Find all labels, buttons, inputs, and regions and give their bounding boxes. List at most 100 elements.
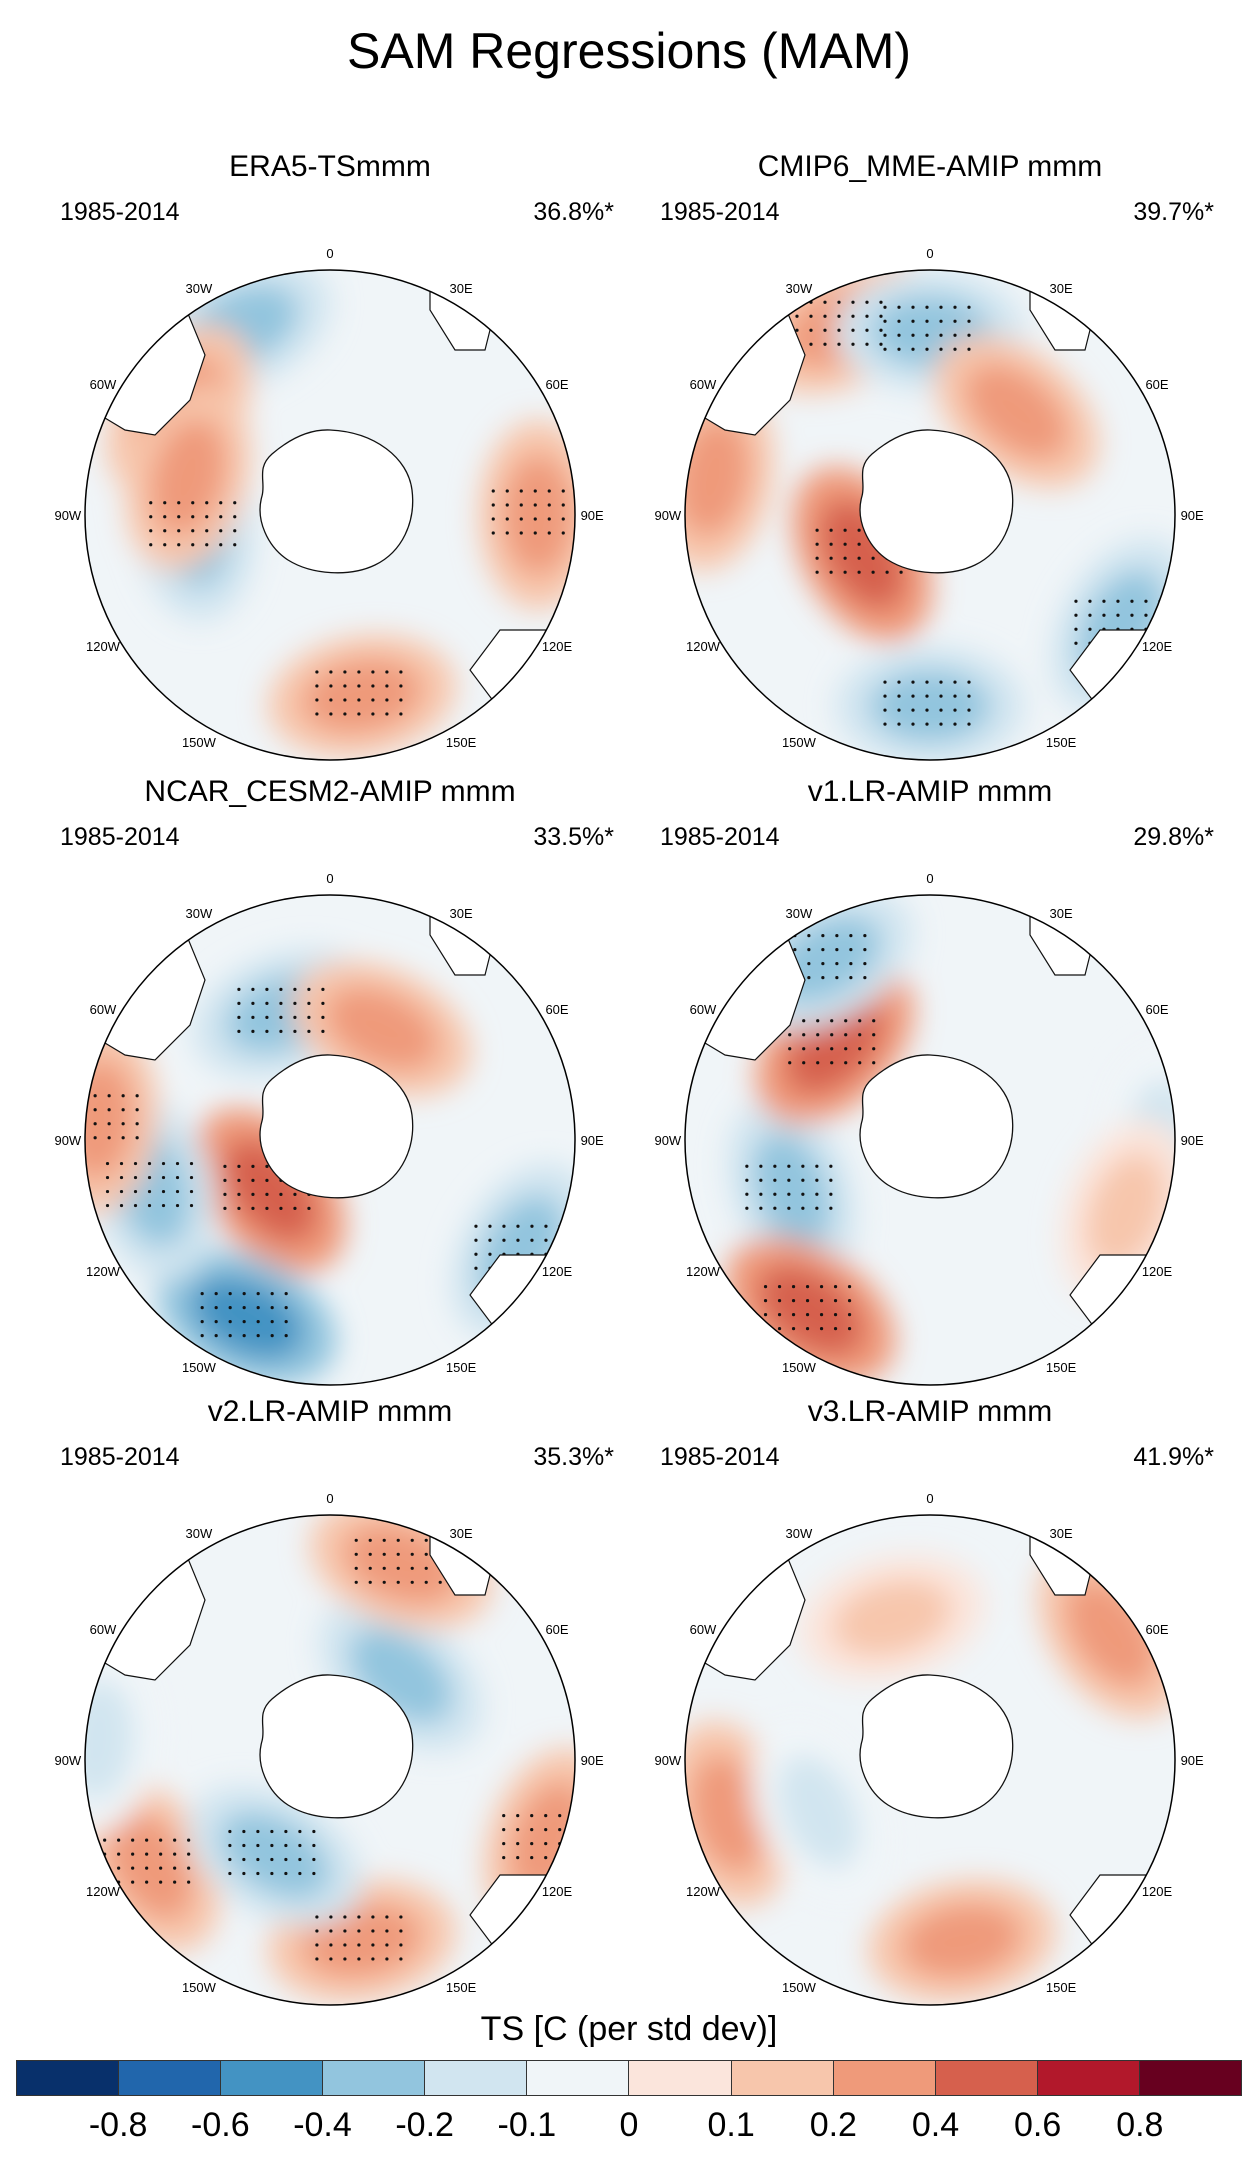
longitude-label: 60E <box>545 1622 568 1637</box>
significance-dot <box>795 314 799 318</box>
significance-dot <box>149 501 153 505</box>
significance-dot <box>572 1828 575 1832</box>
longitude-label: 150W <box>182 1360 217 1375</box>
longitude-label: 0 <box>326 246 333 261</box>
significance-dot <box>849 976 853 980</box>
panel-title: v1.LR-AMIP mmm <box>807 775 1053 808</box>
map-field <box>685 1515 1175 2005</box>
significance-dot <box>321 1001 325 1005</box>
significance-dot <box>357 1929 361 1933</box>
longitude-label: 90E <box>581 1133 604 1148</box>
significance-dot <box>816 1047 820 1051</box>
significance-dot <box>544 1224 548 1228</box>
significance-dot <box>502 1856 506 1860</box>
significance-dot <box>354 1538 358 1542</box>
significance-dot <box>586 1856 589 1859</box>
significance-dot <box>103 1866 107 1870</box>
significance-dot <box>802 1061 806 1065</box>
significance-dot <box>505 517 509 521</box>
significance-dot <box>396 1538 400 1542</box>
significance-dot <box>911 305 915 309</box>
significance-dot <box>385 1957 389 1961</box>
significance-dot <box>251 1206 255 1210</box>
significance-dot <box>80 1094 83 1097</box>
significance-dot <box>1130 613 1134 617</box>
significance-dot <box>830 1033 834 1037</box>
significance-dot <box>830 1019 834 1023</box>
significance-dot <box>857 528 861 532</box>
significance-dot <box>911 319 915 323</box>
significance-dot <box>795 328 799 332</box>
significance-dot <box>829 1206 833 1210</box>
significance-dot <box>105 1161 110 1166</box>
significance-dot <box>1116 599 1120 603</box>
significance-dot <box>284 1857 288 1862</box>
significance-dot <box>558 1828 562 1832</box>
significance-dot <box>131 1852 135 1856</box>
significance-dot <box>773 1178 777 1182</box>
significance-dot <box>953 347 957 351</box>
significance-dot <box>163 501 167 505</box>
significance-dot <box>844 1033 848 1037</box>
significance-dot <box>163 529 167 533</box>
significance-dot <box>284 1871 288 1876</box>
significance-dot <box>911 694 915 698</box>
significance-dot <box>321 1029 325 1033</box>
significance-dot <box>242 1320 246 1324</box>
longitude-label: 30W <box>186 1526 213 1541</box>
significance-dot <box>851 300 855 304</box>
polar-map: 030E60E90E120E150E180150W120W90W60W30W <box>54 246 604 761</box>
significance-dot <box>147 1161 152 1166</box>
significance-dot <box>759 1178 763 1182</box>
significance-dot <box>925 680 929 684</box>
significance-dot <box>516 1842 520 1846</box>
map-boundary <box>684 894 1176 1386</box>
significance-dot <box>491 489 495 493</box>
significance-dot <box>279 1001 283 1005</box>
colorbar-tick-label: -0.1 <box>497 2106 557 2144</box>
significance-dot <box>251 1001 255 1005</box>
significance-dot <box>131 1880 135 1884</box>
longitude-label: 0 <box>926 1491 933 1506</box>
significance-dot <box>1102 599 1106 603</box>
significance-dot <box>911 333 915 337</box>
significance-dot <box>833 1298 838 1303</box>
significance-dot <box>52 1108 55 1111</box>
panel-years: 1985-2014 <box>660 823 780 851</box>
anomaly-core <box>870 670 990 743</box>
significance-dot <box>256 1843 260 1848</box>
significance-dot <box>354 1566 358 1570</box>
significance-dot <box>343 698 347 702</box>
longitude-label: 60W <box>90 1002 117 1017</box>
longitude-label: 30E <box>450 906 473 921</box>
significance-dot <box>925 694 929 698</box>
significance-dot <box>233 529 237 533</box>
significance-dot <box>883 722 887 726</box>
significance-dot <box>293 1001 297 1005</box>
significance-dot <box>911 722 915 726</box>
significance-dot <box>835 934 839 938</box>
significance-dot <box>953 319 957 323</box>
significance-dot <box>1074 641 1078 645</box>
significance-dot <box>200 1292 204 1296</box>
significance-dot <box>925 347 929 351</box>
significance-dot <box>865 328 869 332</box>
significance-dot <box>237 1178 241 1182</box>
significance-dot <box>175 1189 180 1194</box>
significance-dot <box>858 1019 862 1023</box>
longitude-label: 30E <box>1050 281 1073 296</box>
significance-dot <box>815 1192 819 1196</box>
map-boundary <box>84 269 576 761</box>
significance-dot <box>835 976 839 980</box>
significance-dot <box>293 987 297 991</box>
significance-dot <box>329 712 333 716</box>
panel-years: 1985-2014 <box>660 198 780 226</box>
significance-dot <box>219 515 223 519</box>
panel-title: ERA5-TSmmm <box>229 150 431 183</box>
significance-dot <box>829 1178 833 1182</box>
map-boundary <box>684 1514 1176 2006</box>
significance-dot <box>66 1094 69 1097</box>
longitude-label: 120W <box>86 639 121 654</box>
significance-dot <box>911 347 915 351</box>
significance-dot <box>371 1943 375 1947</box>
